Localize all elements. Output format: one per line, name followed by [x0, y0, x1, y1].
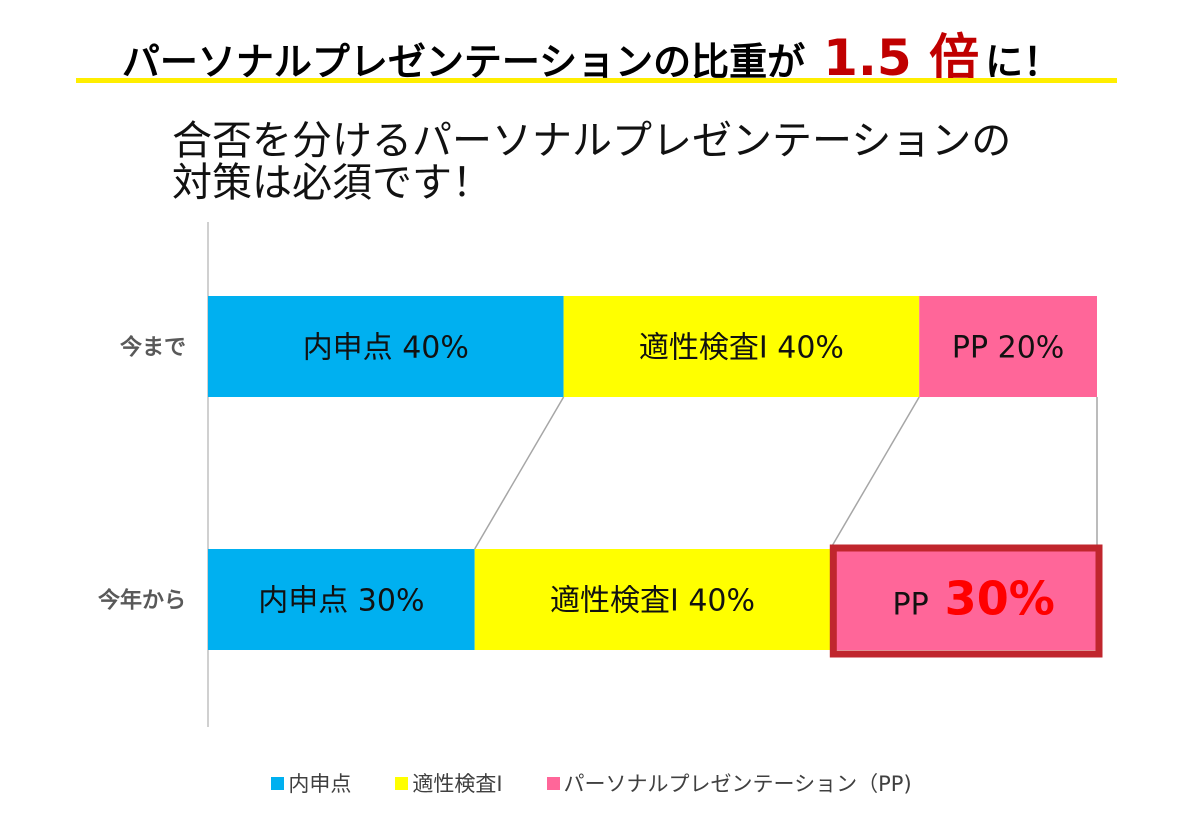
legend-swatch-1 [271, 777, 285, 790]
category-label-1: 今まで [120, 335, 186, 361]
data-label-2-3: PP 30% [892, 572, 1054, 626]
legend-label-1: 内申点 [288, 772, 352, 796]
bar-segment-1-2 [563, 296, 920, 397]
series-line-1 [474, 396, 565, 550]
bar-segment-2-3 [830, 549, 1097, 650]
headline-accent: 1.5 倍 [823, 29, 980, 87]
data-label-1-2: 適性検査Ⅰ 40% [639, 331, 844, 366]
legend-item-2: 適性検査Ⅰ [395, 768, 503, 798]
data-label-1-1: 内申点 40% [303, 331, 469, 366]
headline-prefix: パーソナルプレゼンテーションの比重が [121, 40, 806, 84]
legend-item-3: パーソナルプレゼンテーション（PP) [546, 768, 912, 798]
data-label-2-1: 内申点 30% [258, 584, 424, 619]
chart-legend: 内申点 適性検査Ⅰ パーソナルプレゼンテーション（PP) [0, 768, 1183, 798]
subtitle: 合否を分けるパーソナルプレゼンテーションの 対策は必須です！ [172, 120, 1112, 204]
bar-segment-1-1 [208, 296, 564, 397]
bar-segment-2-1 [208, 549, 475, 650]
bar-segment-1-3 [919, 296, 1097, 397]
legend-label-2: 適性検査Ⅰ [412, 772, 503, 796]
data-label-series: PP [892, 588, 928, 623]
data-label-1-3: PP 20% [952, 331, 1064, 366]
headline-underline [76, 78, 1117, 83]
highlight-frame [829, 544, 1103, 658]
headline-suffix: に！ [985, 40, 1062, 84]
subtitle-line-2: 対策は必須です！ [172, 160, 492, 206]
headline: パーソナルプレゼンテーションの比重が 1.5 倍に！ [0, 18, 1183, 90]
bar-segment-2-2 [474, 549, 831, 650]
legend-swatch-2 [395, 777, 409, 790]
data-label-2-2: 適性検査Ⅰ 40% [550, 584, 755, 619]
legend-item-1: 内申点 [271, 768, 351, 798]
series-line-2 [829, 396, 920, 550]
legend-swatch-3 [546, 777, 560, 790]
category-label-2: 今年から [98, 588, 186, 614]
subtitle-line-1: 合否を分けるパーソナルプレゼンテーションの [172, 118, 1012, 164]
legend-label-3: パーソナルプレゼンテーション（PP) [563, 772, 912, 796]
data-label-emphasis-value: 30% [929, 572, 1055, 626]
